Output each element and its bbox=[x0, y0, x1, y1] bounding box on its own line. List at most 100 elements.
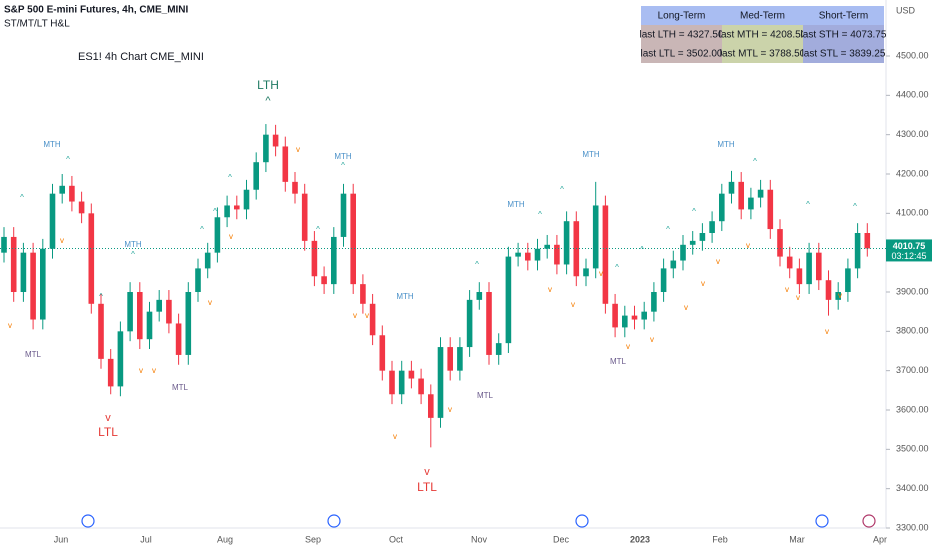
table-header-cell bbox=[722, 6, 803, 25]
replay-icons bbox=[81, 514, 876, 528]
candle-body bbox=[748, 197, 754, 210]
candle-body bbox=[10, 236, 17, 292]
table-cell bbox=[722, 25, 803, 44]
swing-mark: ^ bbox=[265, 95, 271, 107]
candle-body bbox=[137, 292, 143, 340]
pivot-label: MTL bbox=[25, 350, 42, 359]
y-tick-label: 4300.00 bbox=[896, 129, 929, 139]
candle-body bbox=[709, 221, 715, 233]
table-header-cell bbox=[641, 6, 722, 25]
candle-body bbox=[88, 213, 95, 304]
swing-mark: v bbox=[548, 285, 552, 294]
swing-mark: v bbox=[229, 232, 233, 241]
event-icon[interactable] bbox=[327, 514, 341, 528]
candles bbox=[1, 124, 871, 448]
swing-mark: ^ bbox=[640, 245, 644, 254]
x-tick-label: Jun bbox=[54, 534, 69, 544]
candle-body bbox=[651, 292, 657, 312]
table-cell bbox=[803, 25, 884, 44]
swing-mark: ^ bbox=[131, 250, 135, 259]
event-icon[interactable] bbox=[81, 514, 95, 528]
candle-body bbox=[321, 276, 327, 285]
candle-body bbox=[602, 205, 609, 304]
swing-mark: ^ bbox=[475, 260, 479, 269]
swing-mark: v bbox=[684, 303, 688, 312]
candle-body bbox=[670, 260, 677, 269]
swing-mark: ^ bbox=[560, 185, 564, 194]
candle-body bbox=[224, 205, 230, 218]
swing-mark: ^ bbox=[200, 225, 204, 234]
candle-body bbox=[166, 299, 172, 324]
x-tick-label: Nov bbox=[471, 534, 488, 544]
candle-body bbox=[369, 303, 376, 336]
candle-body bbox=[1, 236, 7, 253]
swing-mark: ^ bbox=[615, 263, 619, 272]
pivot-label: MTH bbox=[717, 140, 735, 149]
swing-mark: ^ bbox=[99, 292, 103, 301]
swing-mark: v bbox=[353, 311, 357, 320]
table-header-cell bbox=[803, 6, 884, 25]
swing-mark: v bbox=[785, 285, 789, 294]
event-icon[interactable] bbox=[815, 514, 829, 528]
table-cell bbox=[803, 44, 884, 63]
indicator-name: ST/MT/LT H&L bbox=[4, 19, 70, 30]
candle-body bbox=[408, 370, 415, 379]
swing-mark: v bbox=[105, 412, 111, 424]
pivot-label: LTL bbox=[417, 480, 437, 494]
candle-body bbox=[398, 370, 405, 395]
x-tick-label: Dec bbox=[553, 534, 570, 544]
last-price-label: 4010.75 bbox=[893, 241, 926, 251]
candle-body bbox=[466, 299, 473, 348]
countdown-label: 03:12:45 bbox=[891, 251, 926, 261]
swing-mark: v bbox=[448, 405, 452, 414]
pivot-label: MTH bbox=[334, 152, 352, 161]
candle-body bbox=[40, 248, 46, 320]
candle-body bbox=[767, 189, 774, 230]
candle-body bbox=[699, 233, 706, 241]
candle-body bbox=[563, 221, 570, 265]
candle-body bbox=[631, 315, 638, 320]
candle-body bbox=[719, 193, 725, 222]
candle-body bbox=[350, 193, 356, 285]
x-tick-label: Jul bbox=[140, 534, 152, 544]
candle-body bbox=[340, 193, 347, 237]
pivot-label: MTL bbox=[477, 391, 494, 400]
candle-body bbox=[864, 233, 871, 249]
swing-mark: v bbox=[650, 335, 654, 344]
y-tick-label: 4100.00 bbox=[896, 208, 929, 218]
pivot-label: MTH bbox=[43, 140, 61, 149]
swing-mark: ^ bbox=[806, 200, 810, 209]
candle-body bbox=[204, 252, 211, 269]
candle-body bbox=[476, 292, 483, 300]
swing-mark: ^ bbox=[316, 225, 320, 234]
x-tick-label: Apr bbox=[873, 534, 887, 544]
swing-mark: ^ bbox=[341, 161, 345, 170]
pivot-label: LTH bbox=[257, 78, 279, 92]
event-icon[interactable] bbox=[862, 514, 876, 528]
candle-body bbox=[689, 240, 696, 245]
candle-body bbox=[311, 240, 318, 277]
candle-body bbox=[146, 311, 153, 340]
candle-body bbox=[117, 331, 124, 387]
swing-mark: v bbox=[393, 432, 397, 441]
pivot-label: MTH bbox=[582, 150, 600, 159]
candle-body bbox=[49, 193, 56, 249]
table-cell-text: last LTL = 3502.00 bbox=[640, 49, 722, 60]
pivot-label: MTL bbox=[610, 357, 627, 366]
table-cell bbox=[641, 44, 722, 63]
pivot-label: MTL bbox=[172, 383, 189, 392]
candle-body bbox=[379, 335, 386, 371]
event-icon[interactable] bbox=[575, 514, 589, 528]
candle-body bbox=[757, 189, 764, 198]
candle-body bbox=[777, 229, 783, 257]
swing-mark: v bbox=[796, 293, 800, 302]
table-header-text: Long-Term bbox=[658, 11, 706, 22]
candle-body bbox=[69, 185, 75, 202]
table-header-text: Short-Term bbox=[819, 11, 868, 22]
candle-body bbox=[845, 268, 851, 292]
candle-body bbox=[156, 299, 162, 312]
y-tick-label: 4200.00 bbox=[896, 168, 929, 178]
swing-mark: v bbox=[838, 291, 842, 300]
candle-body bbox=[389, 370, 395, 395]
